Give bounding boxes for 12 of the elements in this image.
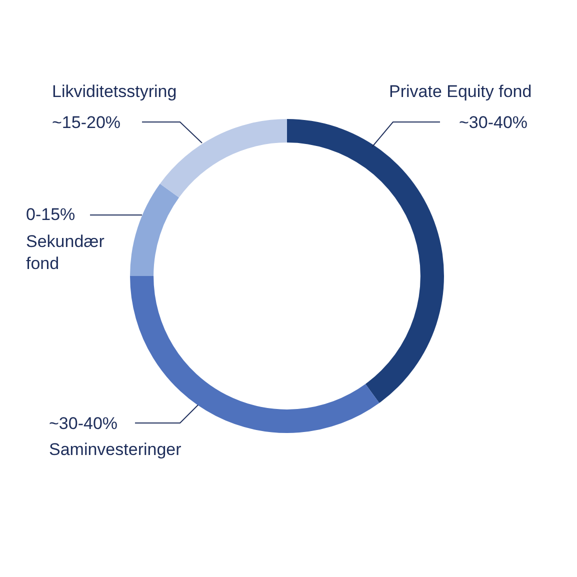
text: ~30-40% bbox=[49, 414, 118, 433]
donut-slice bbox=[287, 119, 444, 404]
slice-label: Likviditetsstyring bbox=[52, 82, 177, 101]
slice-label: Private Equity fond bbox=[389, 82, 532, 101]
text: ~15-20% bbox=[52, 113, 121, 132]
donut-slice bbox=[130, 276, 380, 433]
slice-label: Sekundær fond bbox=[26, 232, 105, 274]
donut-slice bbox=[130, 184, 180, 276]
slice-label: Saminvesteringer bbox=[49, 440, 182, 459]
text: ~30-40% bbox=[459, 113, 528, 132]
text: 0-15% bbox=[26, 205, 76, 224]
donut-slice bbox=[160, 119, 287, 198]
